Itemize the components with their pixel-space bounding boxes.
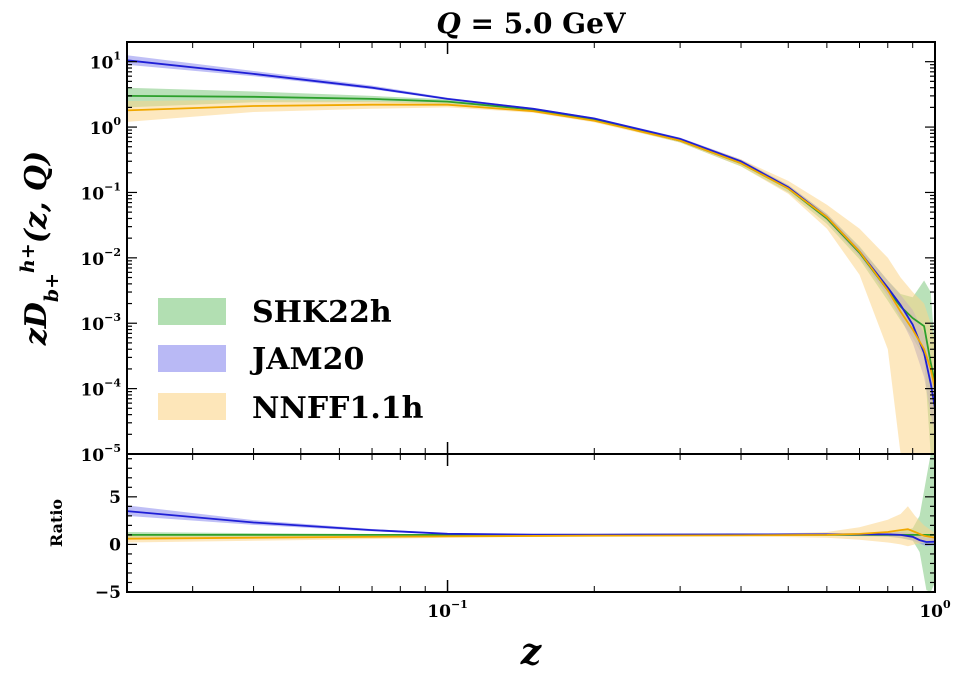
chart-title: Q = 5.0 GeV — [436, 7, 627, 40]
main-band-nnff11h — [127, 99, 935, 454]
x-tick-label: 100 — [919, 598, 951, 622]
legend-item-nnff11h: NNFF1.1h — [158, 391, 424, 426]
legend-label-jam20: JAM20 — [249, 342, 364, 377]
y-tick-label: 10−2 — [80, 246, 121, 270]
ratio-y-tick-label: 0 — [109, 535, 121, 555]
legend-item-shk22h: SHK22h — [158, 295, 392, 330]
main-line-jam20 — [127, 59, 935, 409]
ratio-y-tick-label: −5 — [95, 583, 121, 603]
ratio-y-tick-label: 5 — [109, 488, 121, 508]
ratio-band-nnff11h — [127, 506, 935, 547]
main-band-shk22h — [127, 87, 935, 454]
ratio-line-nnff11h — [127, 528, 935, 540]
y-tick-label: 10−1 — [80, 180, 121, 204]
main-line-shk22h — [127, 95, 935, 384]
y-tick-label: 101 — [90, 50, 121, 74]
legend-swatch-jam20 — [158, 345, 226, 372]
main-line-nnff11h — [127, 103, 935, 389]
legend-label-shk22h: SHK22h — [252, 295, 392, 330]
y-axis-label: zDb+h+(z, Q) — [17, 151, 63, 346]
x-tick-label: 10−1 — [427, 598, 468, 622]
y-tick-label: 10−3 — [80, 311, 121, 335]
x-axis-label: z — [520, 631, 543, 673]
legend-item-jam20: JAM20 — [158, 342, 364, 377]
ratio-panel-frame — [126, 453, 936, 593]
legend-swatch-nnff11h — [158, 393, 226, 420]
ratio-axis-label: Ratio — [47, 499, 66, 548]
y-tick-label: 10−4 — [80, 377, 121, 401]
legend-label-nnff11h: NNFF1.1h — [252, 391, 424, 426]
y-tick-label: 10−5 — [80, 442, 121, 466]
ratio-band-jam20 — [127, 505, 935, 547]
ratio-panel — [127, 454, 935, 592]
main-panel — [127, 55, 935, 454]
y-tick-label: 100 — [90, 115, 122, 139]
legend: SHK22h JAM20 NNFF1.1h — [158, 295, 424, 426]
axis-ticks — [127, 41, 936, 593]
legend-swatch-shk22h — [158, 298, 226, 325]
